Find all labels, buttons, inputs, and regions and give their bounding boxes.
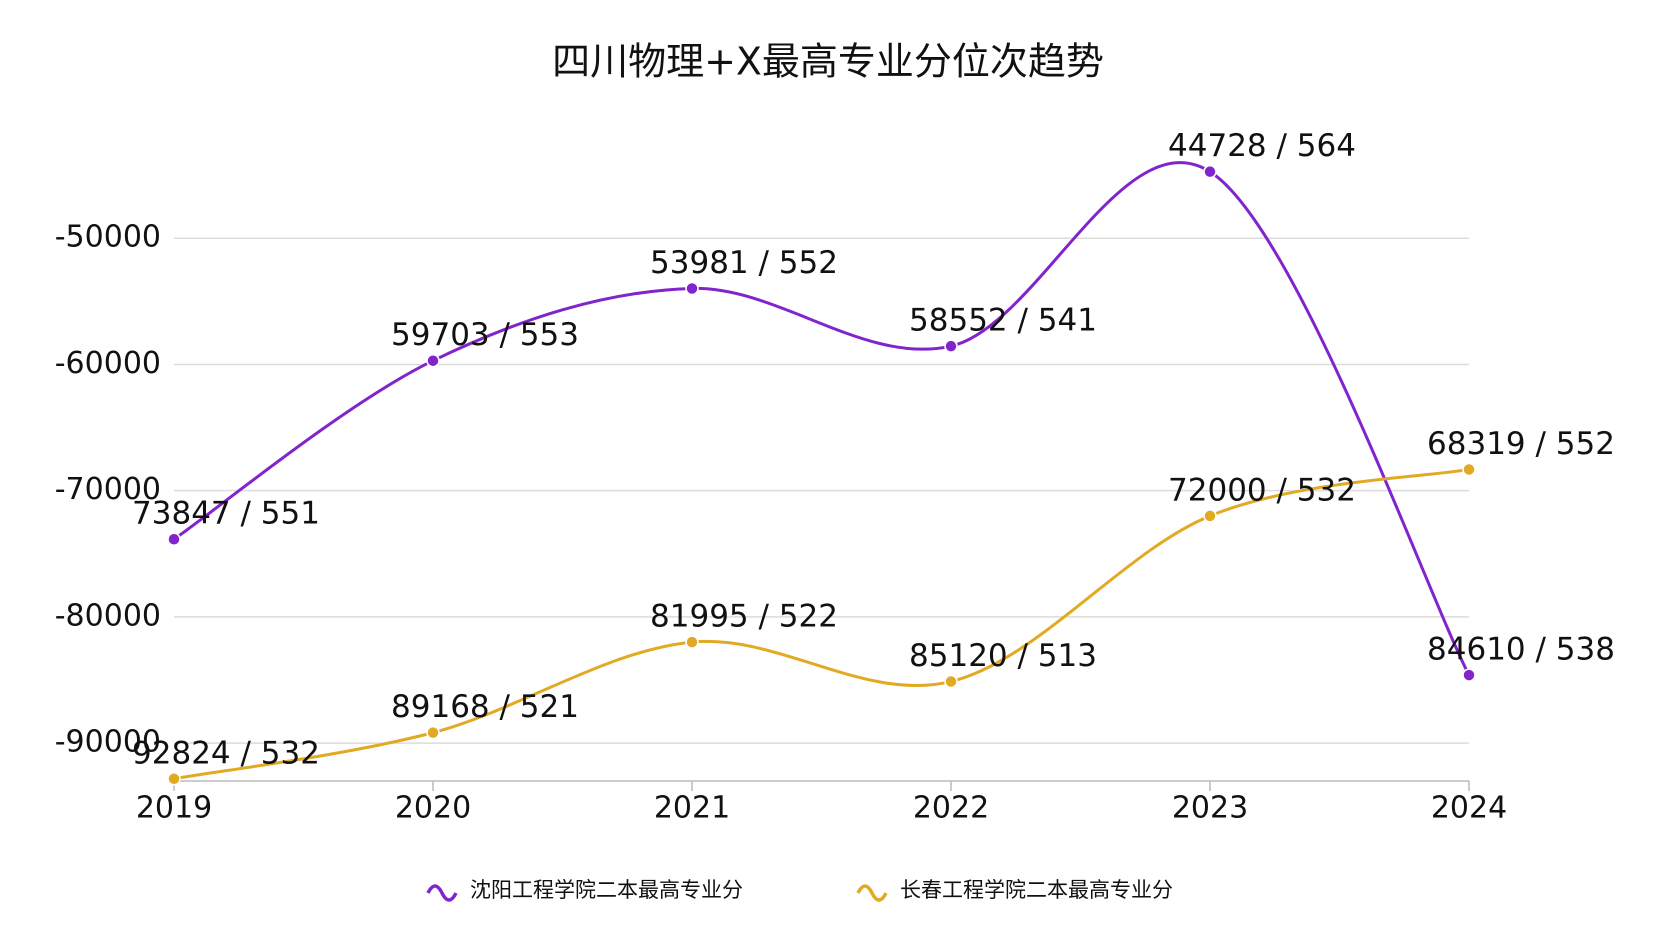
data-point xyxy=(1462,668,1476,682)
legend-icon xyxy=(856,884,888,902)
data-point xyxy=(426,353,440,368)
data-point xyxy=(167,772,181,786)
series-line xyxy=(173,467,1470,781)
x-tick-label: 2022 xyxy=(913,791,989,826)
data-point xyxy=(167,532,181,546)
data-label: 92824 / 532 xyxy=(132,735,320,771)
legend-label: 长春工程学院二本最高专业分 xyxy=(900,878,1173,902)
y-tick-label: -70000 xyxy=(55,472,161,507)
data-label: 59703 / 553 xyxy=(391,317,579,353)
data-label: 44728 / 564 xyxy=(1168,128,1356,164)
y-tick-label: -50000 xyxy=(55,220,161,255)
x-tick-label: 2020 xyxy=(395,791,471,826)
data-label: 53981 / 552 xyxy=(650,245,838,281)
x-tick-label: 2023 xyxy=(1172,791,1248,826)
data-label: 73847 / 551 xyxy=(132,496,320,532)
data-label: 68319 / 552 xyxy=(1427,426,1615,462)
data-point xyxy=(944,339,958,353)
data-label: 85120 / 513 xyxy=(909,638,1097,674)
data-point xyxy=(426,725,440,740)
data-point xyxy=(1462,462,1476,477)
data-point xyxy=(1203,509,1217,523)
data-label: 81995 / 522 xyxy=(650,599,838,635)
y-tick-label: -80000 xyxy=(55,598,161,633)
x-tick-label: 2019 xyxy=(136,791,212,826)
y-tick-label: -60000 xyxy=(55,346,161,381)
x-tick-label: 2024 xyxy=(1431,791,1507,826)
data-point xyxy=(1203,164,1217,179)
data-label: 72000 / 532 xyxy=(1168,472,1356,508)
x-tick-label: 2021 xyxy=(654,791,730,826)
data-point xyxy=(685,635,699,649)
legend-icon xyxy=(426,884,458,902)
legend-label: 沈阳工程学院二本最高专业分 xyxy=(470,878,743,902)
data-point xyxy=(944,674,958,689)
series-line xyxy=(173,161,1471,676)
y-tick-label: -90000 xyxy=(55,725,161,760)
data-label: 84610 / 538 xyxy=(1427,632,1615,668)
data-point xyxy=(685,281,699,296)
chart-title: 四川物理+X最高专业分位次趋势 xyxy=(552,40,1104,84)
data-label: 58552 / 541 xyxy=(909,303,1097,339)
data-label: 89168 / 521 xyxy=(391,689,579,725)
